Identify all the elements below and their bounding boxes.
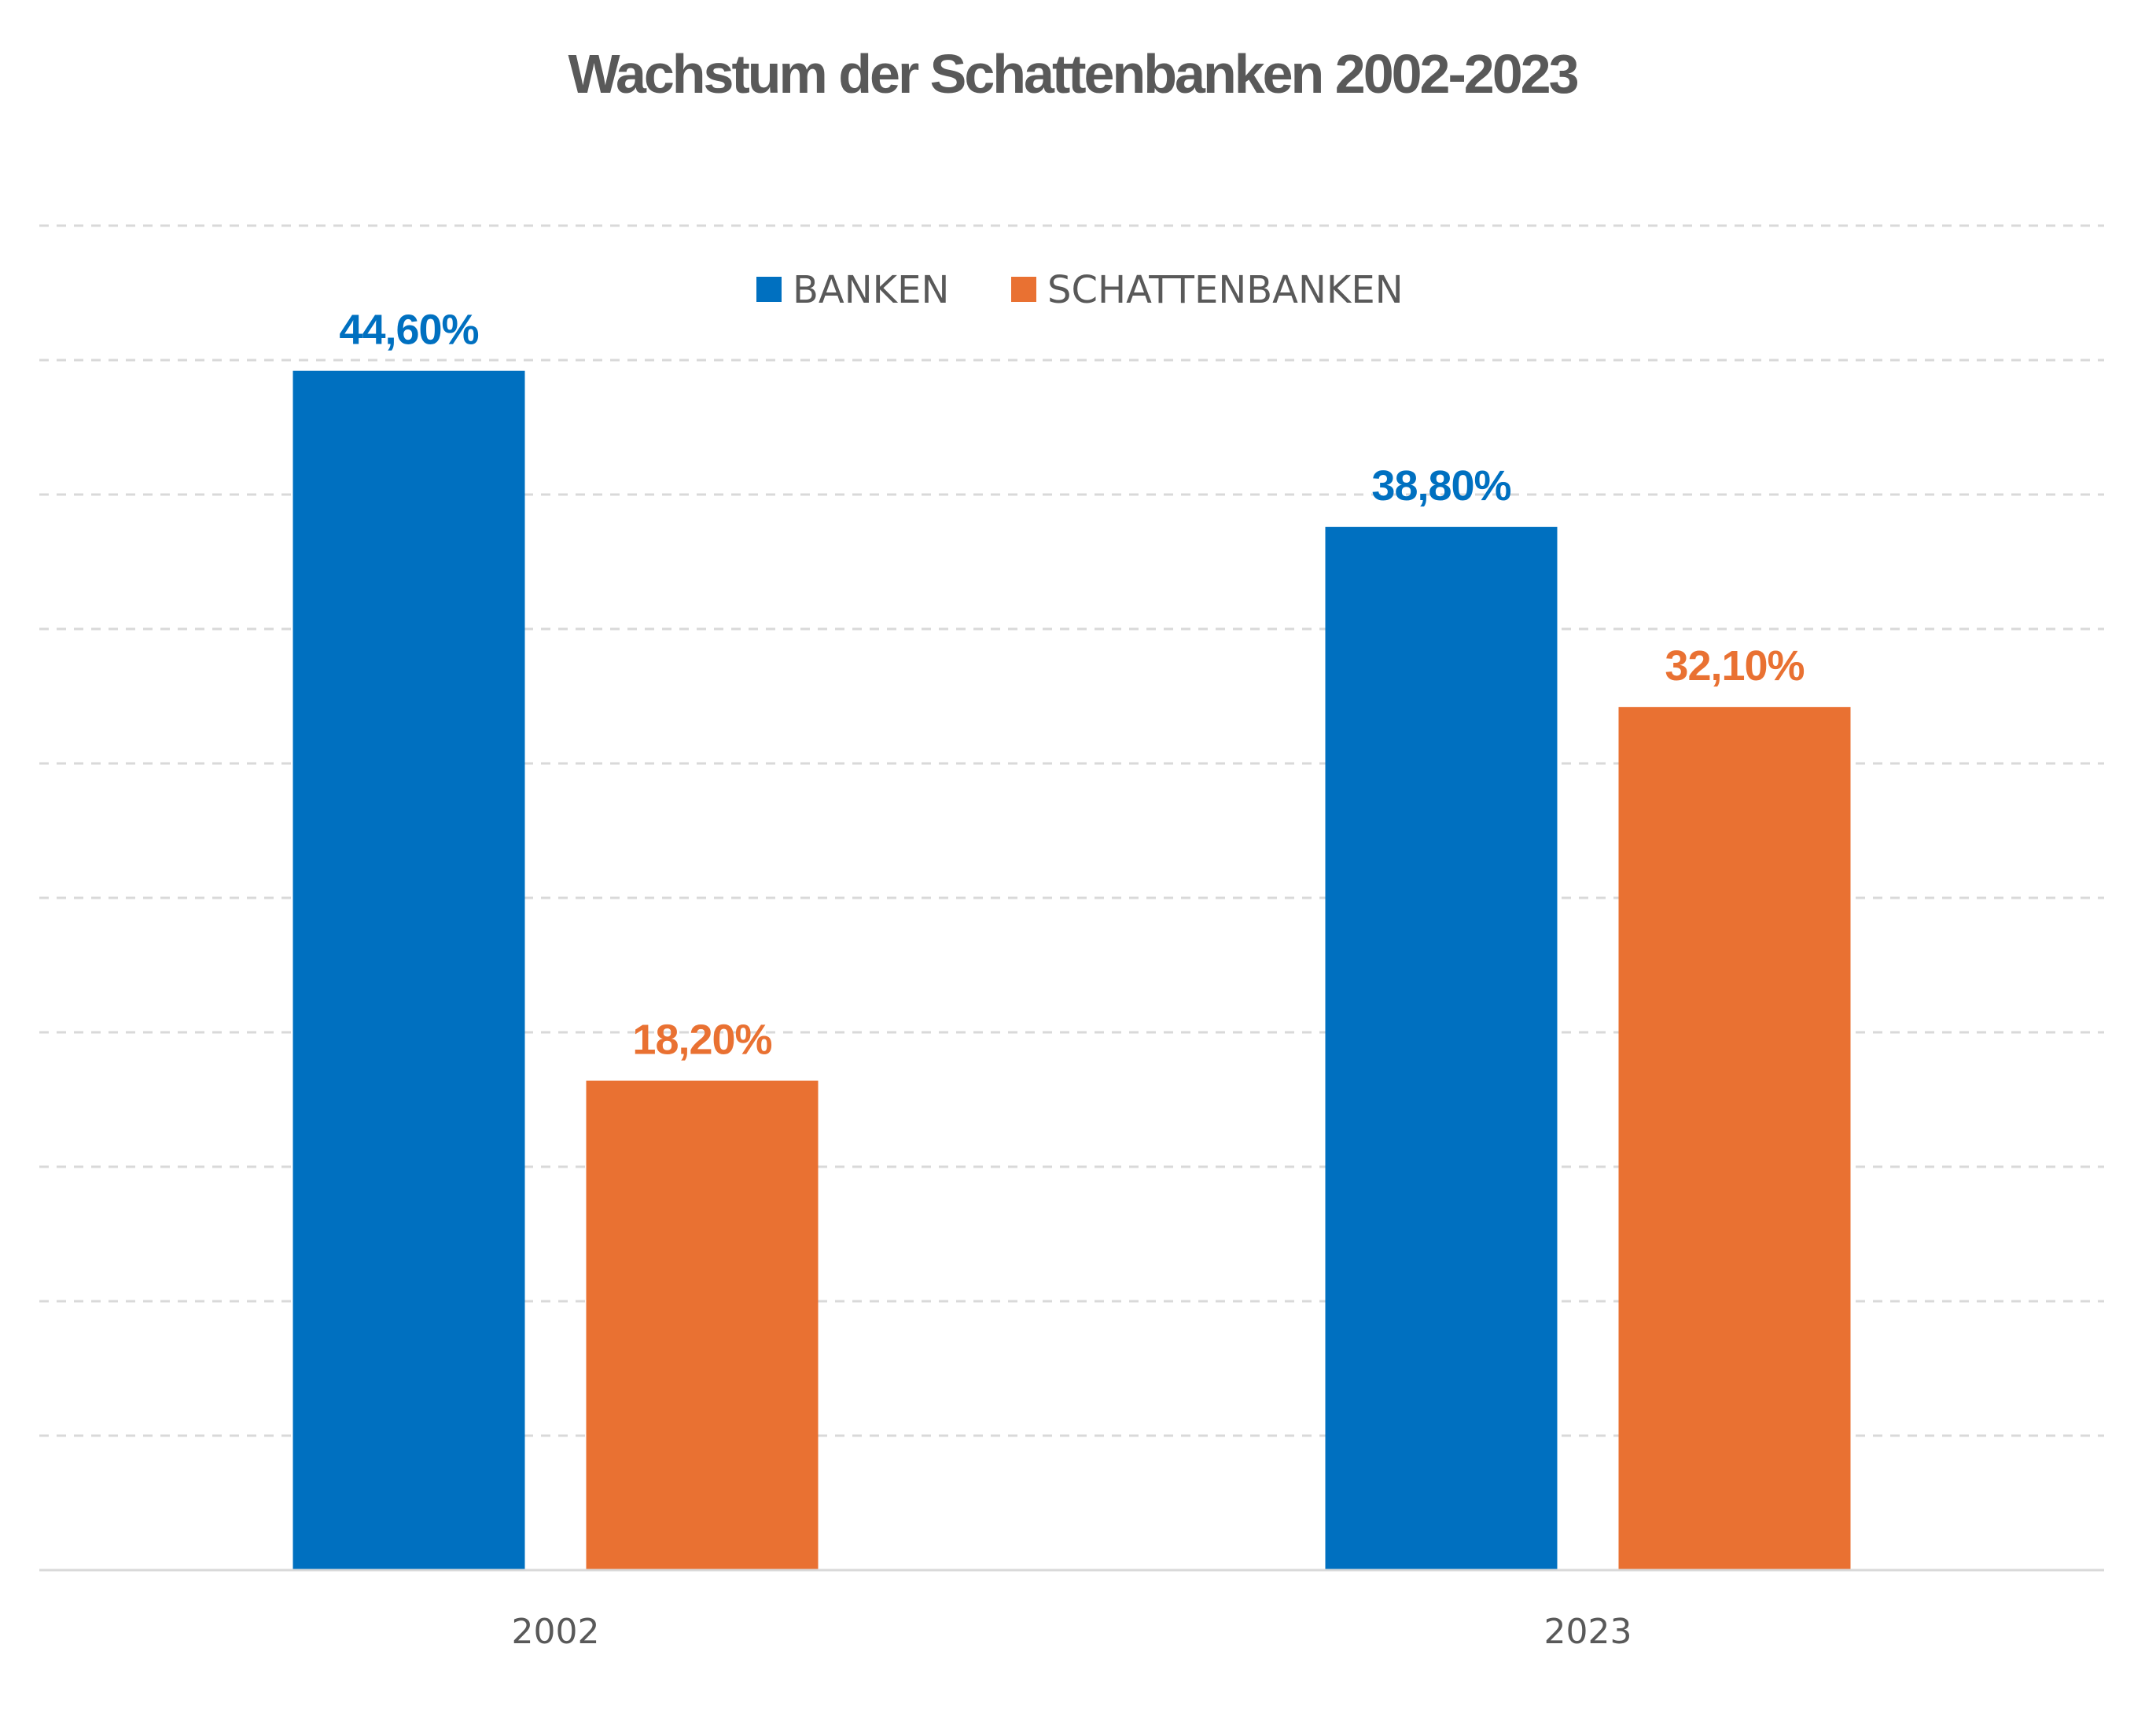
x-tick-label: 2002 bbox=[512, 1612, 600, 1652]
legend-item-banken: BANKEN bbox=[756, 268, 949, 312]
bar-banken-2023 bbox=[1325, 527, 1558, 1570]
legend-swatch bbox=[1011, 277, 1036, 302]
bar-banken-2002 bbox=[292, 370, 525, 1571]
legend-item-schattenbanken: SCHATTENBANKEN bbox=[1011, 268, 1404, 312]
legend-label: SCHATTENBANKEN bbox=[1047, 268, 1404, 312]
data-label-schattenbanken-2002: 18,20% bbox=[632, 1017, 771, 1064]
x-axis-ticks: 2002 2023 bbox=[512, 1612, 1632, 1652]
data-label-banken-2023: 38,80% bbox=[1371, 462, 1510, 509]
legend-label: BANKEN bbox=[793, 268, 949, 312]
data-label-banken-2002: 44,60% bbox=[339, 307, 478, 354]
x-tick-label: 2023 bbox=[1544, 1612, 1632, 1652]
legend-swatch bbox=[756, 277, 782, 302]
bar-schattenbanken-2002 bbox=[586, 1080, 819, 1570]
data-labels: 44,60% 18,20% 38,80% 32,10% bbox=[339, 307, 1805, 1064]
bar-schattenbanken-2023 bbox=[1618, 707, 1851, 1571]
data-label-schattenbanken-2023: 32,10% bbox=[1665, 642, 1804, 690]
bars bbox=[292, 370, 1851, 1571]
legend: BANKEN SCHATTENBANKEN bbox=[756, 268, 1404, 312]
chart-title: Wachstum der Schattenbanken 2002-2023 bbox=[568, 43, 1577, 105]
